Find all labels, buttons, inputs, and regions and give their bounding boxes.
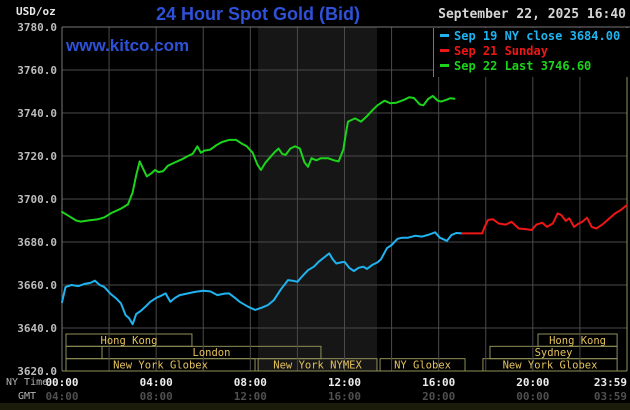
y-tick-label: 3660.0 xyxy=(17,279,57,292)
legend-dash-icon xyxy=(440,49,449,52)
session-label: NY Globex xyxy=(394,360,451,372)
session-label: New York Globex xyxy=(113,360,208,372)
legend-item-sep21: Sep 21 Sunday xyxy=(440,44,630,58)
unit-label: USD/oz xyxy=(16,5,56,18)
kitco-watermark-link[interactable]: www.kitco.com xyxy=(66,36,190,55)
session-box xyxy=(65,345,103,360)
session-label: New York Globex xyxy=(503,360,598,372)
datetime-label: September 22, 2025 16:40 xyxy=(438,7,626,22)
y-tick-label: 3780.0 xyxy=(17,21,57,34)
price-line xyxy=(61,231,464,326)
legend-label: Sep 19 NY close 3684.00 xyxy=(454,29,621,43)
legend-label: Sep 21 Sunday xyxy=(454,44,548,58)
x-tick-gmt: 04:00 xyxy=(45,390,78,403)
price-line xyxy=(61,95,456,223)
x-tick-ny: 04:00 xyxy=(140,376,173,389)
price-line xyxy=(461,204,628,235)
y-tick-label: 3620.0 xyxy=(17,365,57,378)
session-label: London xyxy=(193,347,231,359)
y-tick-label: 3740.0 xyxy=(17,107,57,120)
page-title: 24 Hour Spot Gold (Bid) xyxy=(156,4,360,24)
x-tick-ny: 12:00 xyxy=(328,376,361,389)
legend-item-sep19: Sep 19 NY close 3684.00 xyxy=(440,29,630,43)
legend: Sep 19 NY close 3684.00 Sep 21 Sunday Se… xyxy=(433,28,630,77)
x-tick-gmt: 00:00 xyxy=(516,390,549,403)
x-tick-ny: 23:59 xyxy=(594,376,627,389)
session-label: Hong Kong xyxy=(101,335,158,347)
gmt-caption: GMT xyxy=(18,391,36,402)
x-tick-ny: 00:00 xyxy=(45,376,78,389)
x-tick-ny: 16:00 xyxy=(422,376,455,389)
y-tick-label: 3760.0 xyxy=(17,64,57,77)
y-tick-label: 3680.0 xyxy=(17,236,57,249)
session-label: Sydney xyxy=(535,347,573,359)
x-tick-gmt: 20:00 xyxy=(422,390,455,403)
x-tick-gmt: 03:59 xyxy=(594,390,627,403)
bottom-border-strip xyxy=(0,403,630,410)
y-tick-label: 3700.0 xyxy=(17,193,57,206)
x-tick-gmt: 08:00 xyxy=(140,390,173,403)
y-tick-label: 3720.0 xyxy=(17,150,57,163)
x-tick-gmt: 12:00 xyxy=(234,390,267,403)
legend-item-sep22: Sep 22 Last 3746.60 xyxy=(440,59,630,73)
y-tick-label: 3640.0 xyxy=(17,322,57,335)
x-tick-ny: 08:00 xyxy=(234,376,267,389)
legend-label: Sep 22 Last 3746.60 xyxy=(454,59,592,73)
ny-time-caption: NY Time xyxy=(6,377,48,388)
x-tick-gmt: 16:00 xyxy=(328,390,361,403)
legend-dash-icon xyxy=(440,34,449,37)
session-label: New York NYMEX xyxy=(273,360,362,372)
legend-dash-icon xyxy=(440,64,449,67)
session-label: Hong Kong xyxy=(549,335,606,347)
x-tick-ny: 20:00 xyxy=(516,376,549,389)
